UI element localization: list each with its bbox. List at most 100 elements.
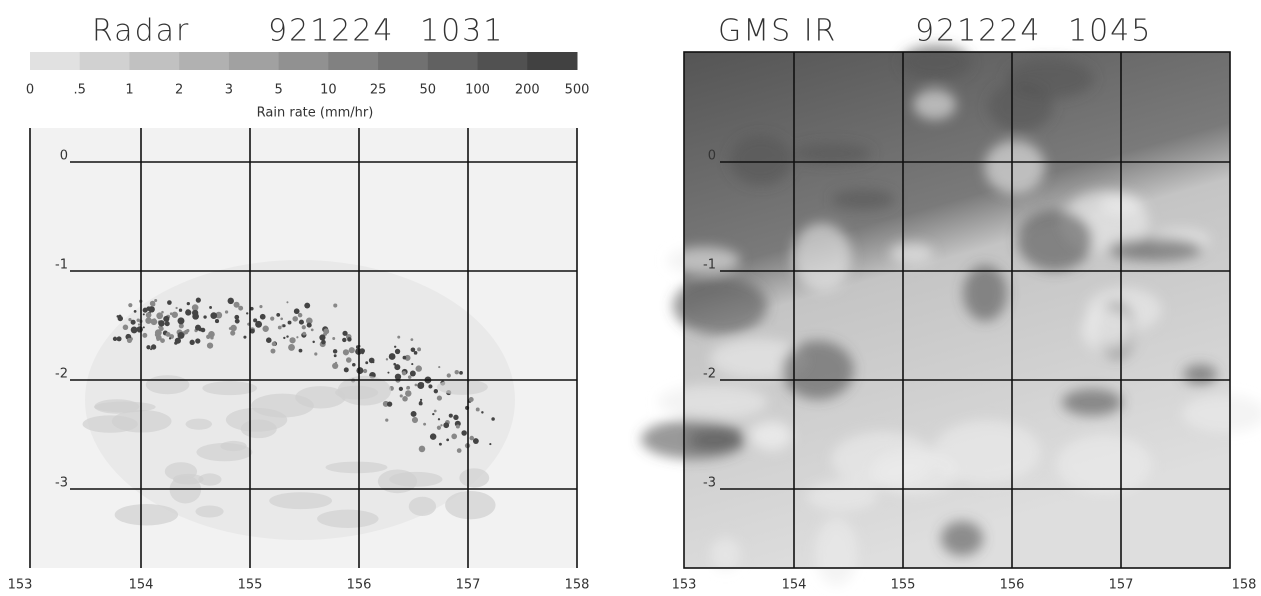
echo-area bbox=[202, 381, 257, 395]
echo bbox=[432, 413, 434, 415]
colorbar-label: 25 bbox=[370, 83, 387, 98]
echo bbox=[299, 349, 303, 353]
echo bbox=[417, 347, 421, 351]
echo bbox=[387, 372, 389, 374]
colorbar-segment bbox=[129, 52, 179, 70]
echo bbox=[430, 433, 436, 439]
echo bbox=[332, 363, 338, 369]
echo bbox=[406, 386, 410, 390]
echo-area bbox=[445, 491, 495, 519]
colorbar-segment bbox=[179, 52, 229, 70]
echo-area bbox=[409, 497, 436, 516]
echo bbox=[210, 336, 214, 340]
echo bbox=[158, 320, 164, 326]
echo-area bbox=[146, 375, 190, 394]
echo bbox=[419, 446, 426, 453]
panel-date: 921224 bbox=[268, 14, 395, 49]
echo bbox=[113, 337, 117, 341]
cloud bbox=[1017, 210, 1092, 271]
echo bbox=[175, 307, 177, 309]
echo bbox=[187, 302, 190, 305]
echo bbox=[203, 315, 206, 318]
echo bbox=[414, 351, 418, 355]
colorbar-segment bbox=[80, 52, 130, 70]
echo bbox=[395, 349, 400, 354]
cloud bbox=[1183, 365, 1217, 385]
figure: Radar92122410310.51235102550100200500Rai… bbox=[0, 0, 1261, 596]
echo bbox=[278, 326, 282, 330]
echo bbox=[342, 331, 347, 336]
panel-time: 1045 bbox=[1068, 14, 1152, 49]
echo bbox=[210, 312, 217, 319]
echo bbox=[437, 395, 442, 400]
echo-area bbox=[196, 443, 252, 461]
echo bbox=[163, 316, 169, 322]
echo bbox=[439, 443, 442, 446]
panel-title: Radar bbox=[92, 14, 190, 49]
echo bbox=[304, 303, 310, 309]
echo bbox=[146, 312, 152, 318]
echo bbox=[266, 337, 272, 343]
colorbar-segment bbox=[478, 52, 528, 70]
echo bbox=[296, 336, 298, 338]
echo bbox=[299, 320, 304, 325]
x-tick-label: 154 bbox=[129, 578, 154, 593]
echo bbox=[411, 411, 417, 417]
colorbar-label: 200 bbox=[515, 83, 540, 98]
echo bbox=[288, 344, 295, 351]
echo bbox=[276, 313, 280, 317]
echo bbox=[344, 367, 349, 372]
x-tick-label: 153 bbox=[672, 578, 697, 593]
cloud bbox=[1056, 434, 1152, 494]
cloud bbox=[782, 341, 854, 400]
echo bbox=[352, 363, 356, 367]
echo bbox=[272, 342, 276, 346]
echo-area bbox=[186, 419, 212, 430]
echo bbox=[270, 349, 275, 354]
echo-area bbox=[269, 492, 332, 509]
echo bbox=[438, 366, 440, 368]
x-tick-label: 154 bbox=[782, 578, 807, 593]
colorbar-segment bbox=[328, 52, 378, 70]
echo bbox=[146, 319, 151, 324]
cloud bbox=[689, 430, 742, 451]
echo-area bbox=[459, 468, 489, 487]
echo bbox=[461, 430, 467, 436]
echo bbox=[489, 443, 491, 445]
echo bbox=[423, 423, 426, 426]
cloud bbox=[901, 45, 971, 80]
echo bbox=[117, 336, 122, 341]
echo bbox=[395, 374, 401, 380]
echo bbox=[457, 448, 462, 453]
echo bbox=[138, 323, 140, 325]
echo bbox=[190, 340, 195, 345]
echo bbox=[128, 303, 132, 307]
echo bbox=[225, 310, 228, 313]
panel-time: 1031 bbox=[420, 14, 504, 49]
echo bbox=[243, 336, 246, 339]
panel-title: GMS IR bbox=[718, 14, 837, 49]
colorbar-segment bbox=[378, 52, 428, 70]
echo bbox=[148, 306, 154, 312]
echo bbox=[156, 338, 159, 341]
x-tick-label: 156 bbox=[1000, 578, 1025, 593]
echo bbox=[142, 333, 147, 338]
cloud bbox=[815, 518, 858, 586]
echo bbox=[127, 338, 132, 343]
colorbar-label: .5 bbox=[74, 83, 86, 98]
echo bbox=[246, 312, 248, 314]
echo bbox=[192, 306, 196, 310]
echo bbox=[131, 320, 136, 325]
colorbar-segment bbox=[229, 52, 279, 70]
cloud bbox=[988, 82, 1053, 131]
echo bbox=[229, 327, 232, 330]
echo bbox=[283, 324, 286, 327]
x-tick-label: 157 bbox=[1109, 578, 1134, 593]
echo bbox=[333, 303, 337, 307]
echo bbox=[150, 348, 152, 350]
echo bbox=[453, 415, 458, 420]
colorbar-label: 1 bbox=[125, 83, 133, 98]
echo bbox=[172, 312, 178, 318]
echo bbox=[446, 438, 449, 441]
echo bbox=[206, 335, 210, 339]
